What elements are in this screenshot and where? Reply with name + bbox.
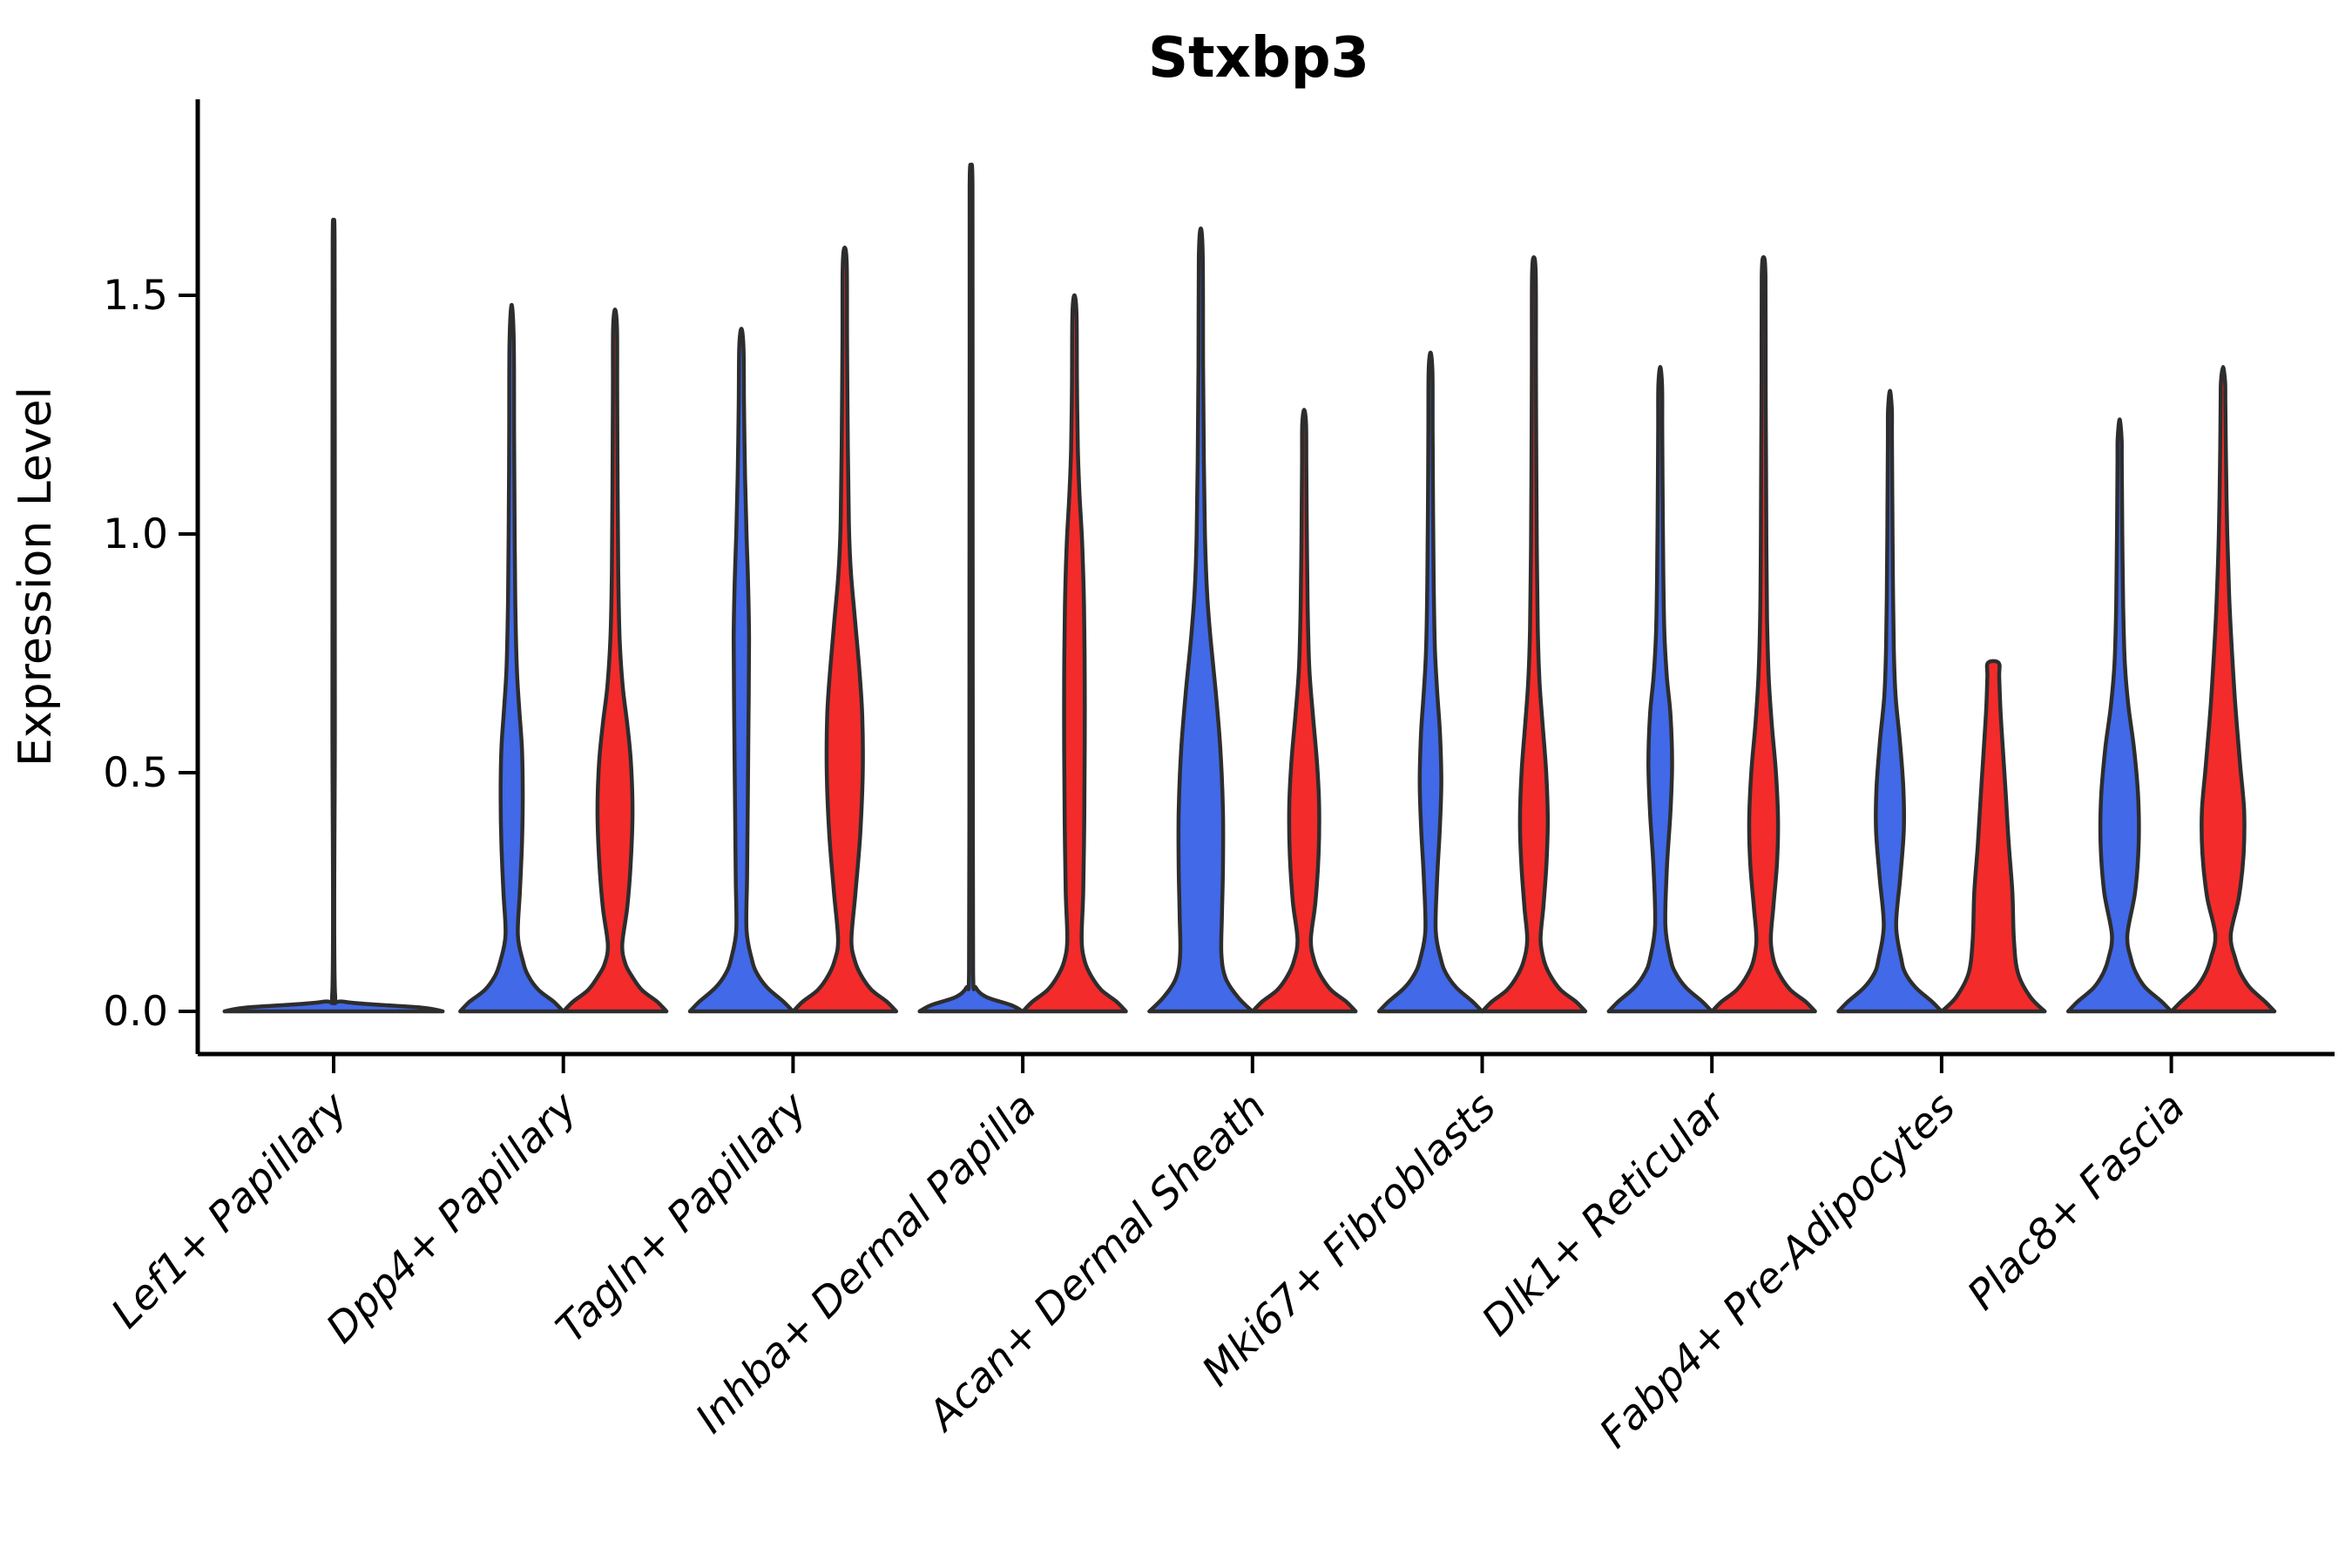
violin-8-red [2169, 364, 2277, 1014]
violin-2-red [791, 245, 899, 1014]
violin-7-blue [1836, 389, 1943, 1014]
violin-6-red [1710, 254, 1817, 1014]
violin-1-blue [458, 302, 565, 1014]
y-tick-label: 1.0 [103, 510, 168, 558]
y-tick-label: 1.5 [103, 272, 168, 320]
x-tick-label: Tagln+ Papillary [547, 1083, 817, 1353]
violin-3-blue [917, 162, 1025, 1014]
violin-5-blue [1376, 350, 1484, 1014]
violin-4-red [1250, 408, 1358, 1014]
y-tick-label: 0.0 [103, 988, 168, 1036]
violin-4-blue [1147, 226, 1254, 1014]
violin-6-blue [1606, 364, 1714, 1014]
violins-layer [222, 162, 2277, 1014]
violin-8-blue [2065, 417, 2173, 1014]
violin-5-red [1480, 254, 1588, 1014]
violin-3-red [1021, 293, 1128, 1014]
x-tick-label: Plac8+ Fascia [1958, 1084, 2194, 1320]
y-tick-label: 0.5 [103, 749, 168, 797]
x-tick-label: Dlk1+ Reticular [1473, 1082, 1737, 1346]
violin-1-red [561, 308, 669, 1014]
violin-0-combined [222, 218, 445, 1014]
x-tick-label: Lef1+ Papillary [102, 1083, 357, 1338]
violin-2-blue [687, 327, 795, 1014]
x-tick-label: Dpp4+ Papillary [317, 1083, 587, 1353]
violin-7-red [1939, 659, 2047, 1014]
axes-layer [195, 99, 2335, 1057]
y-axis-label: Expression Level [10, 387, 62, 767]
chart-title: Stxbp3 [1148, 26, 1369, 91]
